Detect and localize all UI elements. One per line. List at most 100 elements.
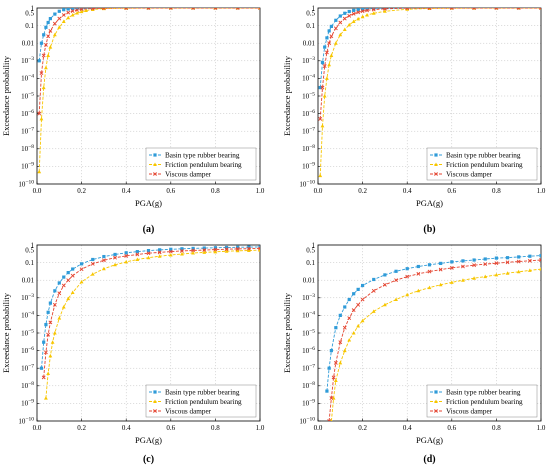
series-line (38, 8, 260, 61)
x-tick-label: 0.6 (166, 187, 175, 195)
data-point (334, 18, 338, 22)
data-point (202, 250, 207, 254)
data-point (75, 10, 80, 15)
y-tick-label: 10−3 (302, 56, 315, 65)
y-tick-label: 10−8 (21, 144, 34, 153)
data-point (66, 15, 71, 20)
y-tick-label: 0.1 (306, 259, 315, 267)
legend-label: Viscous damper (446, 407, 493, 415)
data-point (338, 340, 343, 345)
data-point (41, 85, 46, 90)
data-point (342, 348, 347, 353)
legend-box (145, 147, 257, 181)
data-point (371, 288, 376, 293)
data-point (461, 259, 465, 263)
data-point (146, 8, 151, 10)
data-point (365, 8, 369, 11)
y-tick-label: 10−7 (21, 364, 34, 373)
data-point (527, 268, 532, 272)
data-point (405, 274, 410, 279)
data-point (39, 116, 44, 121)
data-point (331, 396, 336, 400)
data-point (360, 297, 365, 302)
data-point (438, 282, 443, 287)
panel-label: (b) (423, 224, 435, 235)
data-point (213, 246, 217, 250)
x-tick-label: 0.4 (122, 424, 131, 432)
data-point (352, 292, 356, 296)
data-point (505, 271, 510, 275)
data-point (372, 277, 376, 282)
data-point (71, 267, 75, 271)
y-tick-label: 10−8 (21, 381, 34, 390)
gridlines (37, 8, 260, 184)
data-point (90, 8, 95, 11)
data-point (329, 24, 333, 29)
data-point (42, 33, 46, 37)
data-point (124, 8, 129, 10)
data-point (258, 248, 260, 252)
data-point (356, 287, 360, 292)
series-basin (318, 8, 541, 90)
data-point (44, 323, 48, 327)
data-point (329, 34, 334, 39)
data-point (347, 338, 352, 342)
legend-marker (153, 390, 157, 394)
x-tick-label: 0.0 (314, 424, 323, 432)
data-point (66, 296, 71, 301)
legend-label: Friction pendulum bearing (165, 161, 242, 169)
data-point (53, 289, 57, 293)
data-point (169, 247, 173, 251)
data-point (113, 255, 117, 260)
x-tick-label: 1.0 (256, 424, 265, 432)
data-point (157, 250, 162, 255)
data-point (61, 13, 66, 17)
x-tick-label: 0.4 (403, 187, 412, 195)
data-point (365, 13, 369, 17)
legend: Basin type rubber bearing Friction pendul… (426, 384, 538, 418)
data-point (461, 278, 465, 282)
y-tick-label: 10−4 (302, 74, 315, 83)
data-point (66, 8, 70, 11)
data-point (52, 302, 57, 307)
x-tick-label: 0.6 (166, 424, 175, 432)
data-point (330, 419, 333, 421)
y-tick-label: 10−10 (18, 416, 34, 425)
y-tick-label: 10−8 (302, 144, 315, 153)
y-tick-label: 10−6 (21, 346, 34, 355)
data-point (84, 8, 88, 13)
data-point (449, 8, 454, 10)
data-point (191, 246, 195, 251)
y-tick-label: 10−6 (302, 109, 315, 118)
legend-marker (153, 162, 157, 166)
data-point (323, 45, 327, 49)
data-point (191, 8, 196, 10)
y-tick-label: 0.01 (303, 40, 316, 48)
data-point (48, 353, 53, 358)
panel-label: (c) (143, 454, 154, 465)
series-line (38, 8, 260, 172)
chart-panel-2: 0.0 0.2 0.4 0.6 0.8 1.0 10.5 0.1 0.01 10−3 10−4 10−… (282, 4, 546, 235)
data-point (53, 12, 57, 16)
data-point (79, 8, 84, 12)
data-point (42, 340, 46, 344)
legend-marker (434, 399, 438, 403)
legend-marker (434, 162, 438, 166)
y-tick-label: 10−9 (21, 162, 34, 171)
y-axis-label: Exceedance probability (282, 55, 292, 136)
data-point (347, 22, 352, 27)
data-point (360, 14, 365, 19)
series-line (328, 259, 541, 421)
data-point (338, 14, 342, 18)
legend-marker (153, 409, 157, 413)
data-point (70, 9, 75, 13)
y-tick-label: 10−7 (21, 127, 34, 136)
data-point (52, 331, 57, 335)
y-tick-label: 10−9 (302, 399, 315, 408)
data-point (48, 16, 52, 21)
data-point (351, 331, 356, 335)
data-point (46, 310, 50, 314)
data-point (494, 261, 499, 266)
data-point (329, 349, 333, 353)
data-point (347, 316, 352, 321)
